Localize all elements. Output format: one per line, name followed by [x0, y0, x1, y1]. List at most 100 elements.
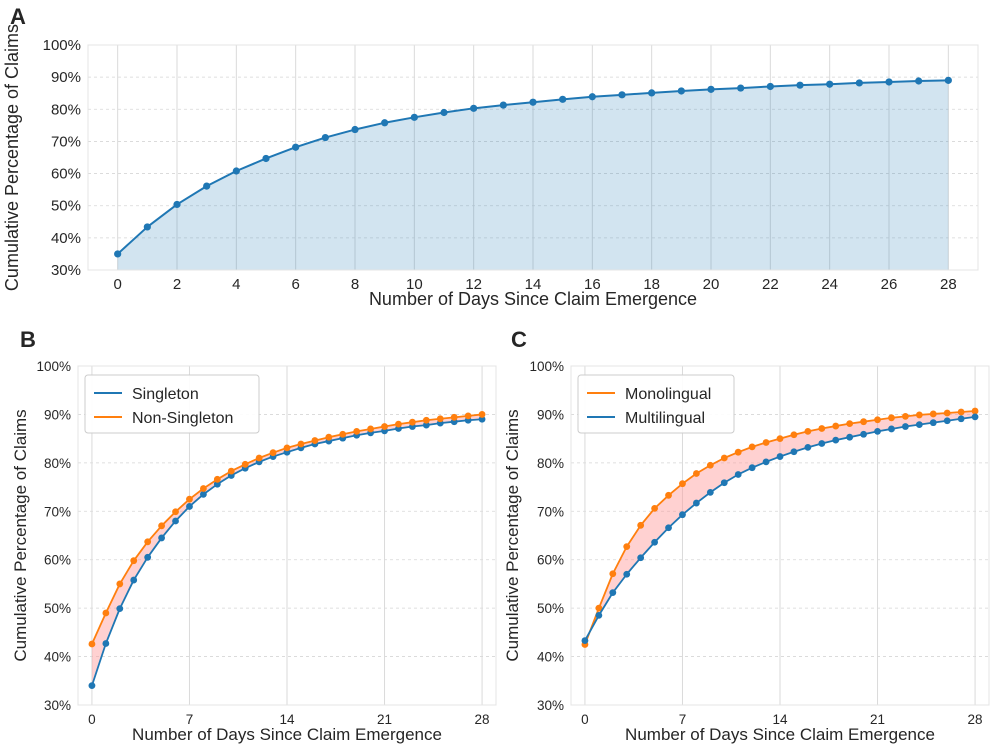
x-tick-label: 0: [88, 712, 96, 727]
x-axis-title: Number of Days Since Claim Emergence: [132, 725, 442, 744]
y-tick-label: 50%: [537, 601, 564, 616]
panel-label: A: [10, 4, 26, 29]
data-point-cumulative: [292, 143, 300, 151]
x-tick-label: 28: [968, 712, 983, 727]
x-tick-label: 7: [679, 712, 687, 727]
x-tick-label: 20: [703, 276, 720, 293]
x-tick-label: 4: [232, 276, 240, 293]
plot-frame: [570, 365, 990, 706]
area-fill: [117, 80, 949, 270]
y-tick-label: 40%: [44, 650, 71, 665]
difference-fill: [584, 411, 976, 645]
y-tick-label: 40%: [537, 650, 564, 665]
data-point-monolingual: [846, 420, 854, 428]
data-point-multilingual: [790, 448, 798, 456]
data-point-monolingual: [665, 491, 672, 499]
data-point-non-singleton: [367, 425, 374, 433]
data-point-non-singleton: [297, 440, 305, 448]
data-point-monolingual: [762, 439, 770, 446]
data-point-monolingual: [734, 448, 742, 456]
data-point-non-singleton: [269, 449, 277, 457]
data-point-multilingual: [915, 421, 923, 428]
plot-frame: [87, 44, 979, 271]
data-point-multilingual: [860, 430, 867, 438]
data-point-multilingual: [679, 511, 686, 519]
data-point-cumulative: [588, 93, 596, 101]
data-point-cumulative: [351, 125, 359, 134]
data-point-non-singleton: [255, 454, 263, 462]
data-point-non-singleton: [144, 538, 152, 546]
data-point-singleton: [158, 534, 166, 542]
data-point-multilingual: [818, 440, 826, 447]
data-point-cumulative: [796, 81, 804, 89]
data-point-monolingual: [720, 454, 728, 462]
panel-label: B: [20, 327, 36, 352]
x-tick-label: 21: [377, 712, 392, 727]
y-tick-label: 70%: [537, 504, 564, 519]
data-point-cumulative: [766, 82, 774, 91]
y-tick-label: 70%: [51, 133, 81, 150]
data-point-monolingual: [679, 480, 686, 488]
legend-label: Non-Singleton: [132, 410, 233, 427]
x-tick-label: 0: [581, 712, 589, 727]
y-axis-title: Cumulative Percentage of Claims: [2, 24, 22, 291]
data-point-monolingual: [776, 435, 784, 443]
y-tick-label: 30%: [51, 262, 81, 279]
data-point-multilingual: [902, 423, 909, 430]
y-tick-label: 100%: [529, 359, 564, 374]
y-tick-label: 90%: [44, 407, 71, 422]
data-point-cumulative: [440, 108, 448, 117]
x-tick-label: 21: [870, 712, 885, 727]
data-point-non-singleton: [227, 467, 235, 475]
data-point-non-singleton: [116, 580, 124, 588]
y-tick-label: 50%: [44, 601, 71, 616]
y-tick-label: 100%: [36, 359, 71, 374]
data-point-multilingual: [888, 425, 895, 433]
data-point-cumulative: [143, 223, 151, 231]
x-tick-label: 14: [525, 276, 542, 293]
y-tick-label: 100%: [43, 37, 81, 54]
x-tick-label: 14: [772, 712, 788, 727]
data-point-monolingual: [957, 408, 965, 416]
data-point-multilingual: [665, 524, 672, 532]
data-point-multilingual: [651, 538, 658, 546]
data-point-multilingual: [943, 417, 951, 425]
data-point-singleton: [172, 517, 179, 525]
panel-b: B 30% 40% 50% 60% 70% 80% 90% 100% 0 7 14 21 28 Number…: [11, 327, 497, 744]
data-point-cumulative: [232, 167, 240, 175]
data-point-non-singleton: [353, 427, 361, 435]
data-point-non-singleton: [186, 495, 193, 503]
x-tick-label: 12: [465, 276, 482, 293]
legend: Singleton Non-Singleton: [84, 374, 260, 434]
data-point-cumulative: [262, 154, 270, 163]
x-tick-label: 24: [821, 276, 838, 293]
data-point-cumulative: [321, 133, 329, 142]
data-point-monolingual: [790, 431, 798, 439]
x-tick-label: 16: [584, 276, 601, 293]
data-point-multilingual: [957, 415, 965, 423]
panel-label: C: [511, 327, 527, 352]
data-point-singleton: [116, 605, 124, 613]
data-point-monolingual: [860, 418, 867, 426]
data-point-cumulative: [499, 101, 507, 109]
y-tick-label: 70%: [44, 504, 71, 519]
data-point-singleton: [186, 503, 193, 510]
data-point-cumulative: [529, 98, 537, 106]
data-point-cumulative: [559, 95, 567, 103]
y-tick-label: 40%: [51, 230, 81, 247]
data-point-non-singleton: [130, 557, 138, 565]
data-point-multilingual: [637, 554, 645, 562]
data-point-monolingual: [637, 521, 645, 529]
data-point-non-singleton: [172, 508, 179, 516]
y-axis-title: Cumulative Percentage of Claims: [11, 409, 30, 661]
y-tick-label: 60%: [537, 553, 564, 568]
x-tick-label: 0: [113, 276, 121, 293]
data-point-multilingual: [971, 413, 979, 421]
data-point-monolingual: [902, 412, 909, 420]
data-point-monolingual: [748, 443, 756, 451]
data-point-singleton: [422, 421, 430, 429]
data-point-cumulative: [381, 119, 389, 127]
plot-frame: [77, 365, 497, 706]
legend-box: [84, 374, 260, 434]
data-point-multilingual: [874, 427, 881, 435]
